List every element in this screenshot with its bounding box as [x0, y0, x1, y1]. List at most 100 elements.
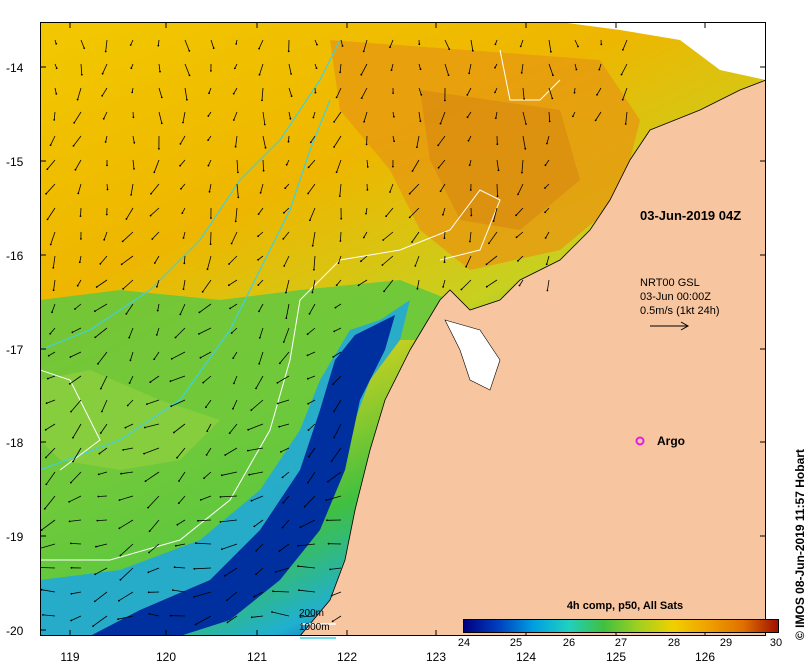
current-vector: [146, 399, 160, 405]
current-vector: [495, 111, 498, 119]
current-vector-head: [385, 215, 387, 218]
argo-label: Argo: [657, 434, 685, 448]
current-vector-head: [150, 192, 152, 195]
current-vector: [180, 135, 186, 145]
current-vector-head: [545, 263, 548, 266]
current-vector: [157, 39, 160, 46]
current-vector: [255, 375, 264, 389]
current-vector-head: [130, 194, 133, 196]
colorbar-tick: 24: [457, 637, 471, 649]
current-vector-head: [548, 120, 551, 123]
current-vector: [44, 495, 56, 510]
current-vector-head: [465, 265, 467, 268]
current-vector-head: [119, 554, 122, 557]
current-vector: [548, 87, 553, 99]
current-vector: [283, 207, 290, 214]
current-vector: [130, 39, 134, 46]
current-vector-head: [496, 195, 499, 198]
current-vector-head: [330, 594, 333, 597]
current-vector-head: [327, 542, 330, 545]
current-vector: [46, 159, 56, 170]
current-vector: [285, 279, 290, 293]
colorbar-tick: 30: [769, 637, 783, 649]
current-vector-head: [307, 192, 309, 195]
current-vector-head: [546, 289, 549, 292]
current-vector: [236, 183, 239, 198]
current-vector-head: [517, 193, 519, 196]
depth-legend-200m: 200m: [299, 608, 325, 619]
current-vector-head: [182, 288, 185, 290]
current-vector: [149, 613, 160, 617]
current-vector: [383, 279, 394, 292]
lat-label: -20: [6, 624, 24, 638]
current-vector: [440, 183, 446, 192]
current-vector: [103, 111, 108, 119]
current-vector: [313, 255, 316, 270]
current-vector: [227, 615, 238, 623]
current-vector-head: [198, 311, 201, 314]
current-vector-head: [297, 545, 299, 547]
current-vector: [520, 39, 524, 47]
current-vector: [331, 447, 342, 462]
current-vector-head: [92, 625, 94, 627]
current-vector: [45, 423, 56, 431]
current-vector: [41, 589, 56, 593]
current-vector: [468, 63, 472, 74]
current-vector-head: [308, 455, 310, 458]
current-vector-head: [258, 47, 260, 50]
credit-text: © IMOS 08-Jun-2019 11:57 Hobart: [793, 449, 807, 640]
current-vector-head: [97, 473, 100, 476]
current-vector: [251, 399, 264, 411]
current-vector: [184, 87, 188, 100]
current-vector-head: [257, 213, 260, 216]
current-vector-head: [366, 166, 369, 168]
current-vector-head: [276, 381, 279, 384]
current-vector: [332, 375, 342, 385]
current-vector-head: [98, 452, 101, 455]
current-vector-head: [180, 187, 182, 190]
current-vector-head: [332, 383, 334, 385]
current-vector: [283, 327, 290, 343]
current-vector-head: [95, 286, 98, 288]
current-vector: [382, 255, 394, 266]
current-vector-head: [329, 568, 332, 571]
current-vector-head: [437, 166, 440, 169]
current-vector-head: [118, 599, 120, 602]
current-vector: [277, 375, 290, 384]
current-vector: [180, 183, 186, 190]
current-vector: [307, 471, 316, 483]
current-vector-head: [129, 44, 132, 46]
current-vector-head: [176, 456, 179, 459]
current-vector: [414, 255, 420, 267]
current-vector: [331, 591, 342, 596]
current-vector: [310, 135, 316, 143]
current-vector: [251, 495, 264, 502]
current-vector-head: [250, 616, 253, 619]
current-vector-head: [469, 240, 471, 243]
current-vector-head: [179, 313, 182, 316]
current-vector-head: [338, 195, 341, 198]
current-vector: [275, 567, 290, 573]
current-vector: [172, 589, 186, 593]
current-vector-head: [258, 336, 261, 339]
current-vector-head: [73, 121, 76, 124]
current-vector: [40, 543, 56, 549]
current-vector: [99, 447, 108, 454]
current-vector-head: [232, 357, 235, 359]
current-vector: [197, 519, 212, 522]
current-vector-head: [439, 190, 442, 193]
current-vector: [307, 375, 316, 380]
current-vector: [148, 543, 160, 553]
current-vector: [118, 615, 134, 620]
current-vector-head: [325, 499, 328, 502]
current-vector-head: [119, 578, 122, 581]
current-vector-head: [223, 575, 226, 577]
current-vector-head: [183, 262, 186, 265]
current-vector: [258, 351, 264, 364]
current-vector: [130, 351, 134, 361]
current-vector-head: [333, 436, 335, 439]
current-vector-head: [205, 454, 208, 456]
current-vector: [77, 87, 82, 100]
current-vector: [262, 135, 266, 148]
current-vector-head: [466, 116, 469, 119]
